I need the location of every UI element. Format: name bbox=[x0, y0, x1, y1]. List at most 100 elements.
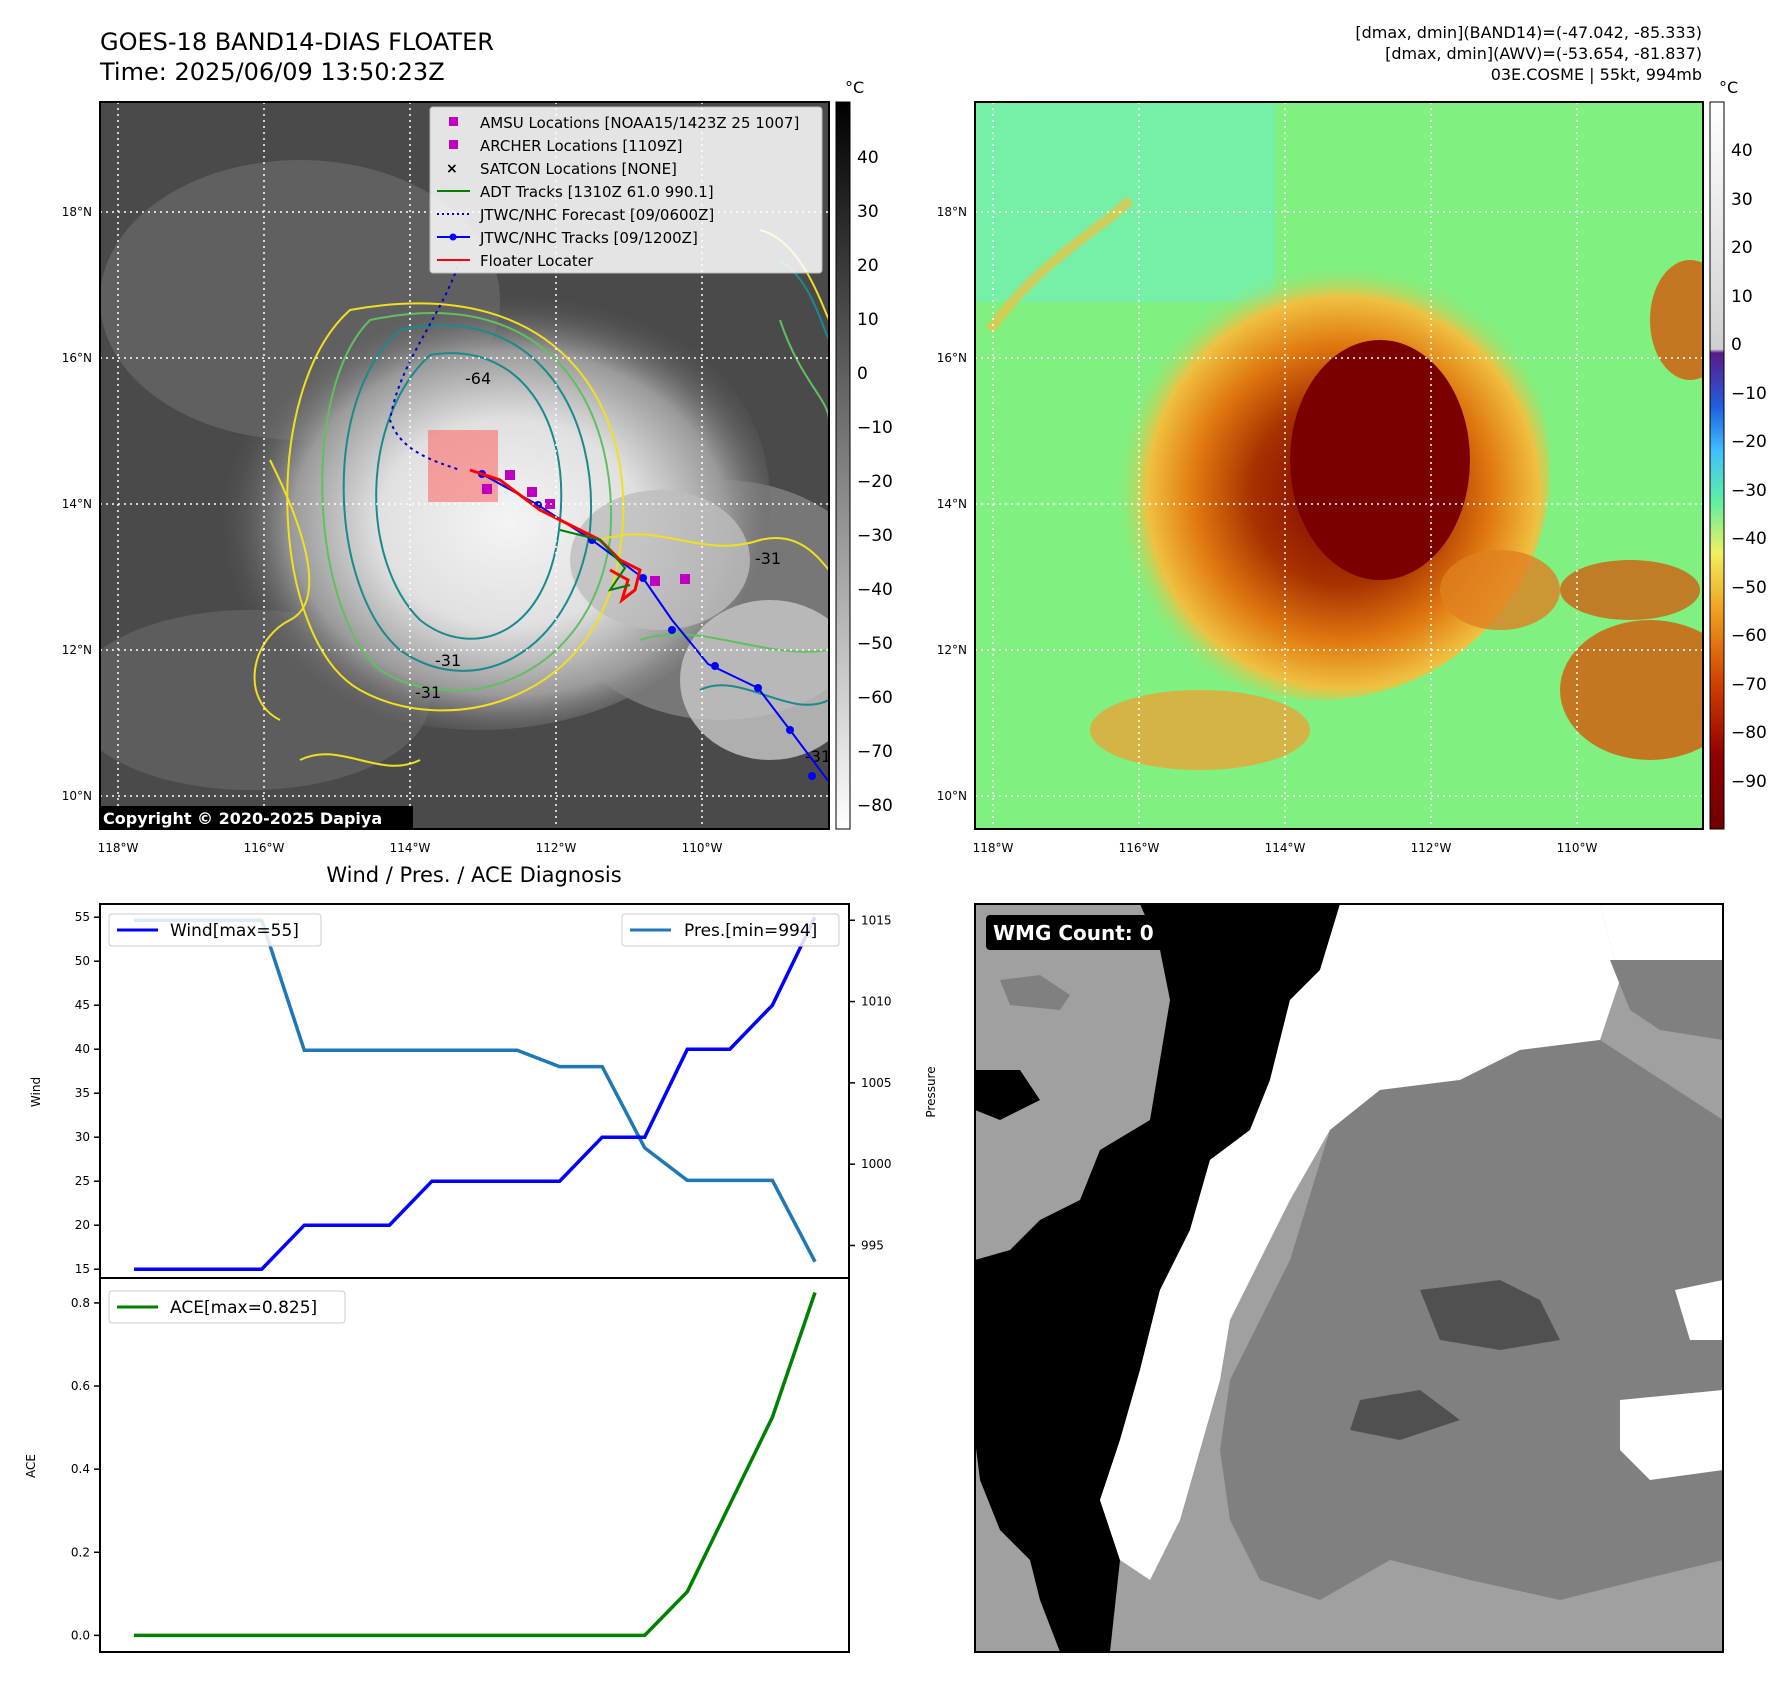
rcb-tick-0: 40 bbox=[1731, 141, 1753, 161]
info-awv: [dmax, dmin](AWV)=(-53.654, -81.837) bbox=[1385, 44, 1702, 63]
rcb-tick-6: −20 bbox=[1731, 432, 1767, 452]
lcb-tick-7: −30 bbox=[857, 526, 893, 546]
pressure-tick-label: 1010 bbox=[861, 995, 892, 1009]
lon-label-114: 114°W bbox=[390, 841, 431, 855]
wmg-count: WMG Count: 0 bbox=[993, 921, 1154, 945]
rcb-tick-5: −10 bbox=[1731, 384, 1767, 404]
ir-lat-labels: 18°N 16°N 14°N 12°N 10°N bbox=[62, 205, 92, 803]
ace-panel bbox=[99, 1277, 850, 1653]
adt-track bbox=[559, 529, 631, 592]
ace-tick-label: 0.8 bbox=[71, 1296, 90, 1310]
wind-tick-label: 25 bbox=[75, 1174, 90, 1188]
contour-label-64: -64 bbox=[465, 369, 491, 388]
ace-legend: ACE[max=0.825] bbox=[108, 1290, 346, 1324]
right-colorbar-unit: °C bbox=[1719, 78, 1738, 97]
wmg-frame bbox=[974, 903, 1724, 1653]
figure-title: GOES-18 BAND14-DIAS FLOATER bbox=[100, 28, 494, 56]
lcb-tick-0: 40 bbox=[857, 148, 879, 168]
awv-lon-label-110: 110°W bbox=[1557, 841, 1598, 855]
ace-ylabel: ACE bbox=[24, 1454, 38, 1478]
legend-adt: ADT Tracks [1310Z 61.0 990.1] bbox=[480, 183, 714, 201]
ace-tick-label: 0.6 bbox=[71, 1379, 90, 1393]
lcb-tick-2: 20 bbox=[857, 256, 879, 276]
lcb-tick-4: 0 bbox=[857, 364, 868, 384]
pressure-tick-label: 1005 bbox=[861, 1076, 892, 1090]
wind-tick-label: 15 bbox=[75, 1262, 90, 1276]
pressure-ylabel: Pressure bbox=[924, 1066, 938, 1117]
lcb-tick-12: −80 bbox=[857, 796, 893, 816]
legend-floater: Floater Locater bbox=[480, 252, 594, 270]
wind-legend-label: Wind[max=55] bbox=[170, 921, 299, 941]
rcb-tick-2: 20 bbox=[1731, 238, 1753, 258]
left-colorbar-unit: °C bbox=[845, 78, 864, 97]
rcb-tick-10: −60 bbox=[1731, 626, 1767, 646]
lat-label-12: 12°N bbox=[62, 643, 92, 657]
lat-label-16: 16°N bbox=[62, 351, 92, 365]
wind-legend: Wind[max=55] bbox=[108, 913, 322, 947]
pressure-ticks: 1015 1010 1005 1000 995 bbox=[849, 913, 892, 1252]
wind-ylabel: Wind bbox=[29, 1077, 43, 1107]
awv-lon-label-114: 114°W bbox=[1265, 841, 1306, 855]
copyright-text: Copyright © 2020-2025 Dapiya bbox=[103, 809, 382, 828]
wind-line bbox=[134, 916, 817, 1271]
legend-forecast: JTWC/NHC Forecast [09/0600Z] bbox=[479, 206, 714, 224]
lat-label-14: 14°N bbox=[62, 497, 92, 511]
lcb-tick-10: −60 bbox=[857, 688, 893, 708]
awv-lon-label-116: 116°W bbox=[1119, 841, 1160, 855]
wind-tick-label: 30 bbox=[75, 1130, 90, 1144]
lcb-tick-8: −40 bbox=[857, 580, 893, 600]
legend-track: JTWC/NHC Tracks [09/1200Z] bbox=[479, 229, 698, 247]
figure-time: Time: 2025/06/09 13:50:23Z bbox=[99, 58, 445, 86]
lcb-tick-6: −20 bbox=[857, 472, 893, 492]
pressure-legend-label: Pres.[min=994] bbox=[684, 921, 817, 941]
floater-track bbox=[469, 468, 642, 605]
right-colorbar-ticks: 40 30 20 10 0 −10 −20 −30 −40 −50 −60 −7… bbox=[1731, 141, 1767, 792]
copyright-badge bbox=[100, 806, 413, 830]
ace-legend-label: ACE[max=0.825] bbox=[170, 1298, 317, 1318]
legend-amsu: AMSU Locations [NOAA15/1423Z 25 1007] bbox=[480, 114, 799, 132]
wind-tick-label: 40 bbox=[75, 1042, 90, 1056]
ace-line bbox=[134, 1291, 817, 1638]
rcb-tick-3: 10 bbox=[1731, 287, 1753, 307]
legend-archer-marker bbox=[449, 140, 458, 149]
pressure-tick-label: 1015 bbox=[861, 913, 892, 927]
right-colorbar bbox=[1709, 101, 1725, 830]
lcb-tick-11: −70 bbox=[857, 742, 893, 762]
rcb-tick-12: −80 bbox=[1731, 723, 1767, 743]
wind-tick-label: 50 bbox=[75, 954, 90, 968]
awv-lon-labels: 118°W 116°W 114°W 112°W 110°W bbox=[973, 841, 1598, 855]
contour-label-31a: -31 bbox=[755, 549, 781, 568]
forecast-track bbox=[388, 259, 461, 471]
lcb-tick-1: 30 bbox=[857, 202, 879, 222]
wind-tick-label: 45 bbox=[75, 998, 90, 1012]
lon-label-116: 116°W bbox=[244, 841, 285, 855]
rcb-tick-8: −40 bbox=[1731, 529, 1767, 549]
legend-archer: ARCHER Locations [1109Z] bbox=[480, 137, 683, 155]
awv-lat-label-10: 10°N bbox=[937, 789, 967, 803]
ir-map-frame bbox=[99, 101, 830, 830]
lon-label-110: 110°W bbox=[682, 841, 723, 855]
contour-label-31b: -31 bbox=[435, 651, 461, 670]
left-colorbar bbox=[835, 101, 851, 830]
wind-tick-label: 35 bbox=[75, 1086, 90, 1100]
wind-pressure-panel bbox=[99, 903, 850, 1279]
lcb-tick-9: −50 bbox=[857, 634, 893, 654]
ace-tick-label: 0.0 bbox=[71, 1628, 90, 1642]
lon-label-118: 118°W bbox=[98, 841, 139, 855]
info-storm: 03E.COSME | 55kt, 994mb bbox=[1491, 65, 1702, 84]
legend-amsu-marker bbox=[449, 117, 458, 126]
wmg-badge bbox=[986, 915, 1168, 950]
legend-satcon: SATCON Locations [NONE] bbox=[480, 160, 677, 178]
lat-label-10: 10°N bbox=[62, 789, 92, 803]
lcb-tick-5: −10 bbox=[857, 418, 893, 438]
wmg-panel bbox=[975, 904, 1723, 1652]
awv-lat-labels: 18°N 16°N 14°N 12°N 10°N bbox=[937, 205, 967, 803]
rcb-tick-13: −90 bbox=[1731, 772, 1767, 792]
wind-ticks: 55 50 45 40 35 30 25 20 15 bbox=[75, 910, 100, 1276]
pressure-legend: Pres.[min=994] bbox=[621, 913, 840, 947]
rcb-tick-9: −50 bbox=[1731, 578, 1767, 598]
rcb-tick-1: 30 bbox=[1731, 190, 1753, 210]
ace-ticks: 0.8 0.6 0.4 0.2 0.0 bbox=[71, 1296, 100, 1642]
info-band14: [dmax, dmin](BAND14)=(-47.042, -85.333) bbox=[1355, 23, 1702, 42]
